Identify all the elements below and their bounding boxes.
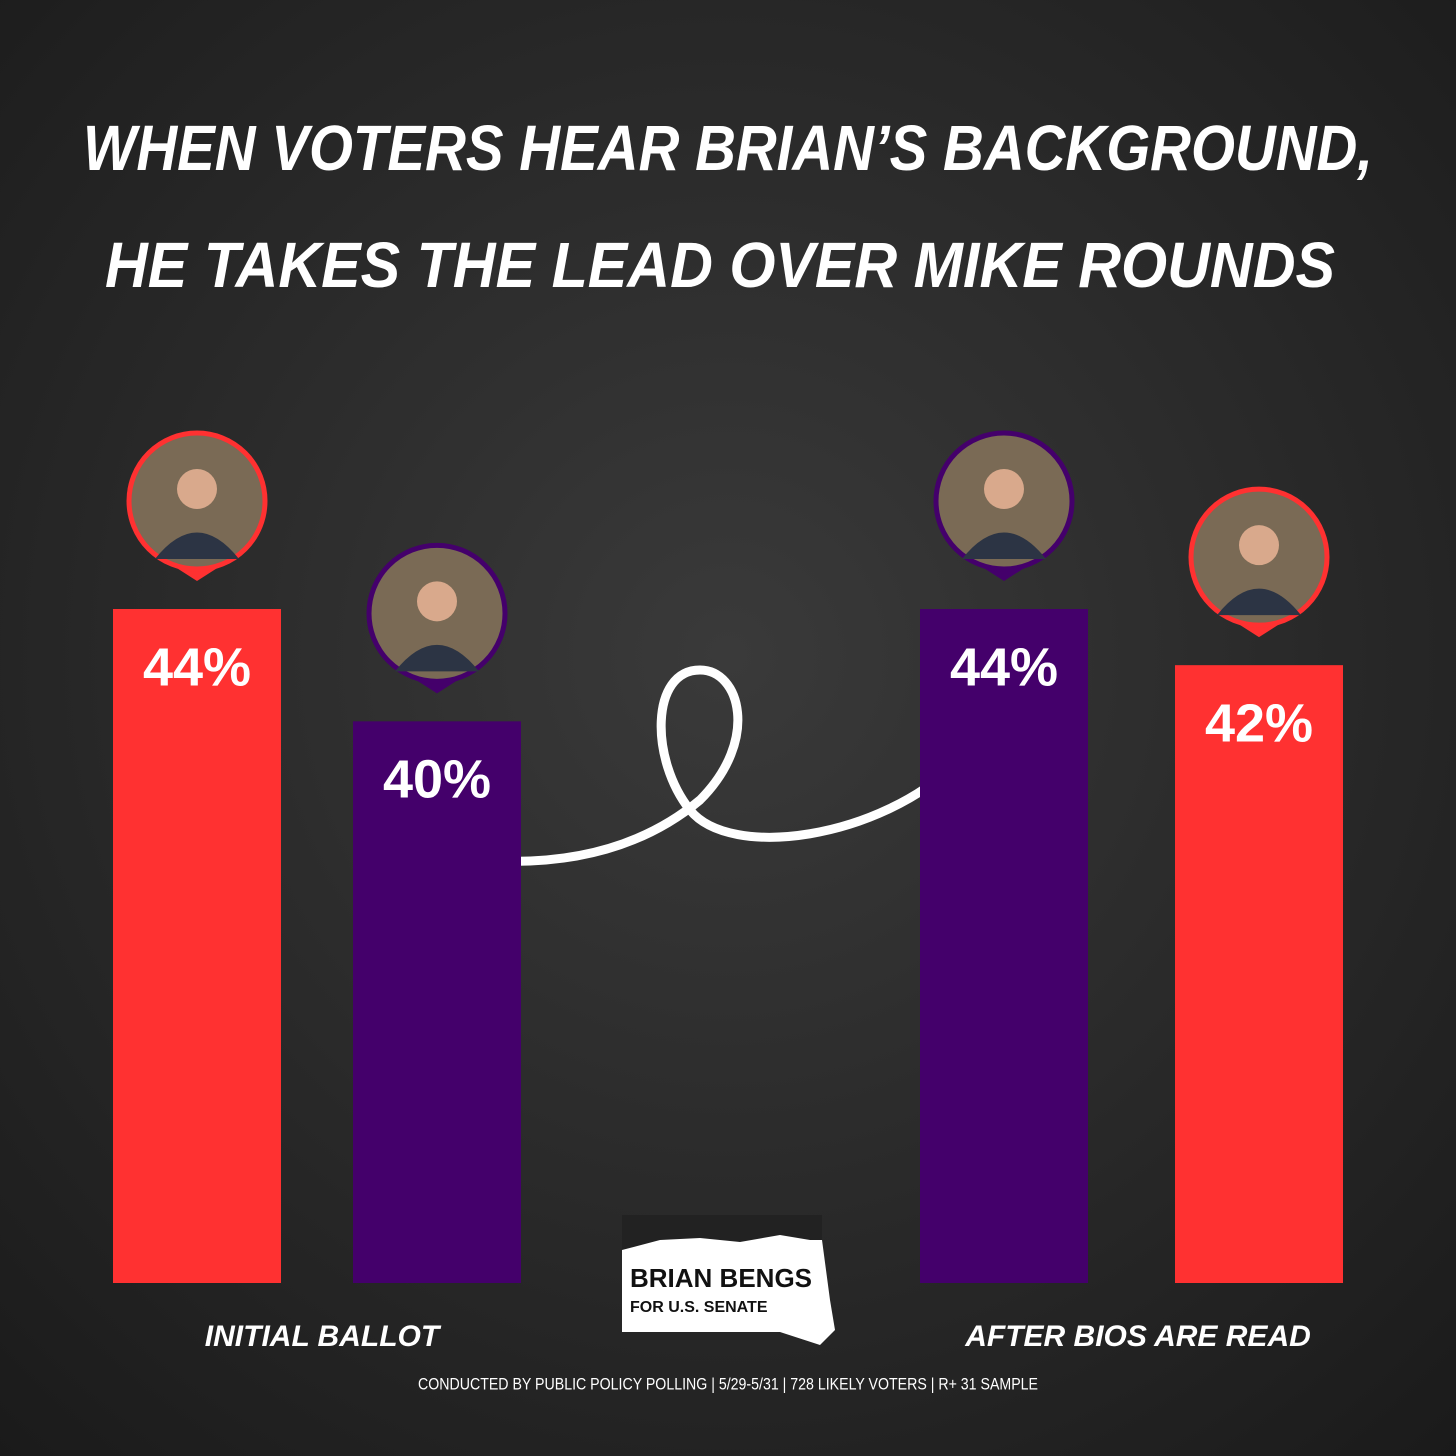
logo: BRIAN BENGS FOR U.S. SENATE: [622, 1215, 835, 1345]
bar: [920, 609, 1088, 1283]
value-label: 44%: [143, 637, 251, 697]
logo-text: BRIAN BENGS: [630, 1263, 812, 1293]
pin-body: [962, 532, 1046, 559]
value-label: 42%: [1205, 693, 1313, 753]
bar: [1175, 665, 1343, 1283]
pin-body: [395, 644, 479, 672]
footnote: CONDUCTED BY PUBLIC POLICY POLLING | 5/2…: [418, 1374, 1038, 1393]
logo-shape: [622, 1215, 835, 1345]
pin-head: [1239, 525, 1279, 566]
pin-body: [155, 532, 239, 559]
bar: [113, 609, 281, 1283]
pin-head: [417, 581, 457, 622]
chart-title: WHEN VOTERS HEAR BRIAN’S BACKGROUND,: [83, 112, 1373, 184]
value-label: 40%: [383, 750, 491, 810]
pin-head: [177, 469, 217, 509]
logo-band: [622, 1215, 822, 1250]
arrow: [453, 665, 1000, 866]
x-tick-label: INITIAL BALLOT: [205, 1320, 442, 1353]
x-tick-label: AFTER BIOS ARE READ: [964, 1320, 1311, 1353]
bar: [353, 721, 521, 1283]
logo-text: FOR U.S. SENATE: [630, 1299, 768, 1316]
pin-head: [984, 469, 1024, 509]
value-label: 44%: [950, 637, 1058, 697]
chart-title: HE TAKES THE LEAD OVER MIKE ROUNDS: [105, 229, 1335, 301]
pin-body: [1217, 588, 1301, 616]
